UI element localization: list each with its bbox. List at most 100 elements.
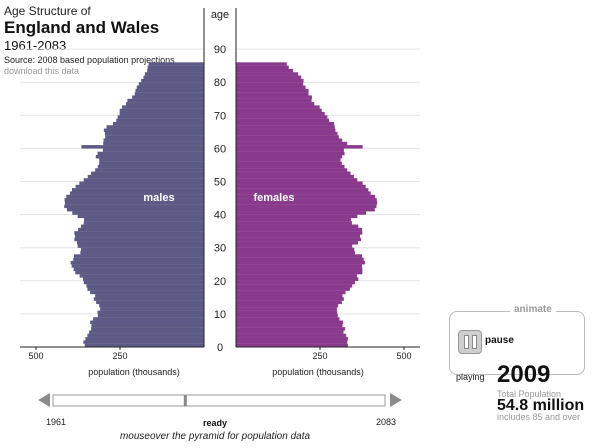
males-bar-age-20[interactable] xyxy=(83,277,204,281)
females-bar-age-25[interactable] xyxy=(236,260,366,265)
males-bar-age-5[interactable] xyxy=(91,327,204,331)
males-bar-age-64[interactable] xyxy=(104,131,204,136)
females-bar-age-59[interactable] xyxy=(236,148,344,152)
females-bar-age-62[interactable] xyxy=(236,138,343,142)
males-bar-age-50[interactable] xyxy=(83,178,204,182)
females-bar-age-28[interactable] xyxy=(236,251,355,255)
females-bar-age-69[interactable] xyxy=(236,115,328,119)
females-bar-age-16[interactable] xyxy=(236,290,346,295)
females-bar-age-83[interactable] xyxy=(236,68,294,73)
males-bar-age-14[interactable] xyxy=(93,297,204,301)
females-bar-age-78[interactable] xyxy=(236,85,306,89)
females-bars[interactable] xyxy=(236,62,378,348)
females-bar-age-73[interactable] xyxy=(236,102,315,106)
males-bar-age-57[interactable] xyxy=(95,155,204,159)
males-bar-age-23[interactable] xyxy=(73,267,204,272)
females-bar-age-55[interactable] xyxy=(236,161,342,166)
females-bar-age-29[interactable] xyxy=(236,247,355,252)
females-bar-age-38[interactable] xyxy=(236,217,351,222)
males-bar-age-39[interactable] xyxy=(77,214,204,219)
females-bar-age-68[interactable] xyxy=(236,118,330,123)
males-bar-age-61[interactable] xyxy=(103,141,204,146)
males-bar-age-3[interactable] xyxy=(87,333,204,338)
males-bar-age-82[interactable] xyxy=(144,72,204,76)
males-bar-age-75[interactable] xyxy=(132,95,204,99)
males-bar-age-4[interactable] xyxy=(89,330,204,334)
females-bar-age-58[interactable] xyxy=(236,151,345,156)
females-bar-age-30[interactable] xyxy=(236,244,353,248)
males-bar-age-25[interactable] xyxy=(70,260,204,265)
males-bar-age-7[interactable] xyxy=(90,320,204,324)
males-bar-age-21[interactable] xyxy=(79,274,204,278)
females-bar-age-22[interactable] xyxy=(236,270,363,275)
females-bar-age-43[interactable] xyxy=(236,201,378,205)
males-bar-age-41[interactable] xyxy=(66,207,204,212)
females-bar-age-76[interactable] xyxy=(236,92,309,96)
females-bar-age-45[interactable] xyxy=(236,194,376,199)
males-bar-age-13[interactable] xyxy=(96,300,204,305)
males-bar-age-58[interactable] xyxy=(97,151,204,156)
males-bar-age-76[interactable] xyxy=(134,92,204,96)
females-bar-age-81[interactable] xyxy=(236,75,302,80)
females-bar-age-0[interactable] xyxy=(236,343,348,348)
females-bar-age-35[interactable] xyxy=(236,227,362,232)
males-bar-age-63[interactable] xyxy=(105,135,204,139)
females-bar-age-19[interactable] xyxy=(236,280,355,285)
males-bar-age-67[interactable] xyxy=(112,121,204,126)
females-bar-age-8[interactable] xyxy=(236,317,340,321)
females-bar-age-51[interactable] xyxy=(236,174,354,179)
males-bar-age-62[interactable] xyxy=(103,138,204,142)
females-bar-age-39[interactable] xyxy=(236,214,358,219)
females-bar-age-32[interactable] xyxy=(236,237,361,242)
females-bar-age-11[interactable] xyxy=(236,307,337,311)
pause-button[interactable] xyxy=(458,330,482,354)
females-bar-age-71[interactable] xyxy=(236,108,322,113)
males-bar-age-80[interactable] xyxy=(141,78,204,83)
males-bar-age-59[interactable] xyxy=(102,148,204,152)
males-bar-age-31[interactable] xyxy=(76,241,204,245)
females-bar-age-21[interactable] xyxy=(236,274,357,278)
males-bar-age-9[interactable] xyxy=(97,313,204,318)
females-bar-age-40[interactable] xyxy=(236,211,367,215)
males-bar-age-81[interactable] xyxy=(143,75,204,80)
males-bar-age-68[interactable] xyxy=(116,118,204,123)
females-bar-age-9[interactable] xyxy=(236,313,338,318)
males-bar-age-35[interactable] xyxy=(78,227,204,232)
males-bar-age-46[interactable] xyxy=(69,191,204,195)
females-bar-age-70[interactable] xyxy=(236,111,325,116)
females-bar-age-14[interactable] xyxy=(236,297,344,301)
males-bar-age-32[interactable] xyxy=(74,237,204,242)
females-bar-age-44[interactable] xyxy=(236,198,377,202)
males-bar-age-6[interactable] xyxy=(91,323,204,328)
females-bar-age-12[interactable] xyxy=(236,303,339,308)
males-bar-age-1[interactable] xyxy=(83,340,204,344)
timeline-track[interactable] xyxy=(52,394,386,407)
females-bar-age-84[interactable] xyxy=(236,65,289,70)
females-bar-age-61[interactable] xyxy=(236,141,348,146)
females-bar-age-49[interactable] xyxy=(236,181,363,185)
males-bar-age-47[interactable] xyxy=(71,188,204,192)
females-bar-age-34[interactable] xyxy=(236,231,363,235)
timeline-slider[interactable]: 1961 2083 xyxy=(38,393,402,427)
males-bar-age-18[interactable] xyxy=(86,284,204,288)
females-bar-age-6[interactable] xyxy=(236,323,343,328)
females-bar-age-24[interactable] xyxy=(236,264,362,268)
females-bar-age-10[interactable] xyxy=(236,310,338,315)
males-bar-age-48[interactable] xyxy=(75,184,205,189)
males-bar-age-51[interactable] xyxy=(87,174,204,179)
males-bar-age-45[interactable] xyxy=(66,194,205,199)
females-bar-age-53[interactable] xyxy=(236,168,348,172)
females-bar-age-47[interactable] xyxy=(236,188,369,192)
males-bar-age-55[interactable] xyxy=(99,161,204,166)
females-bar-age-52[interactable] xyxy=(236,171,351,176)
females-bar-age-65[interactable] xyxy=(236,128,336,132)
males-bar-age-54[interactable] xyxy=(97,164,204,169)
females-bar-age-17[interactable] xyxy=(236,287,350,291)
males-bar-age-83[interactable] xyxy=(147,68,204,73)
males-bar-age-69[interactable] xyxy=(117,115,204,119)
females-bar-age-36[interactable] xyxy=(236,224,359,228)
females-bar-age-1[interactable] xyxy=(236,340,348,344)
males-bar-age-22[interactable] xyxy=(75,270,204,275)
males-bar-age-77[interactable] xyxy=(135,88,204,93)
males-bar-age-10[interactable] xyxy=(97,310,204,315)
